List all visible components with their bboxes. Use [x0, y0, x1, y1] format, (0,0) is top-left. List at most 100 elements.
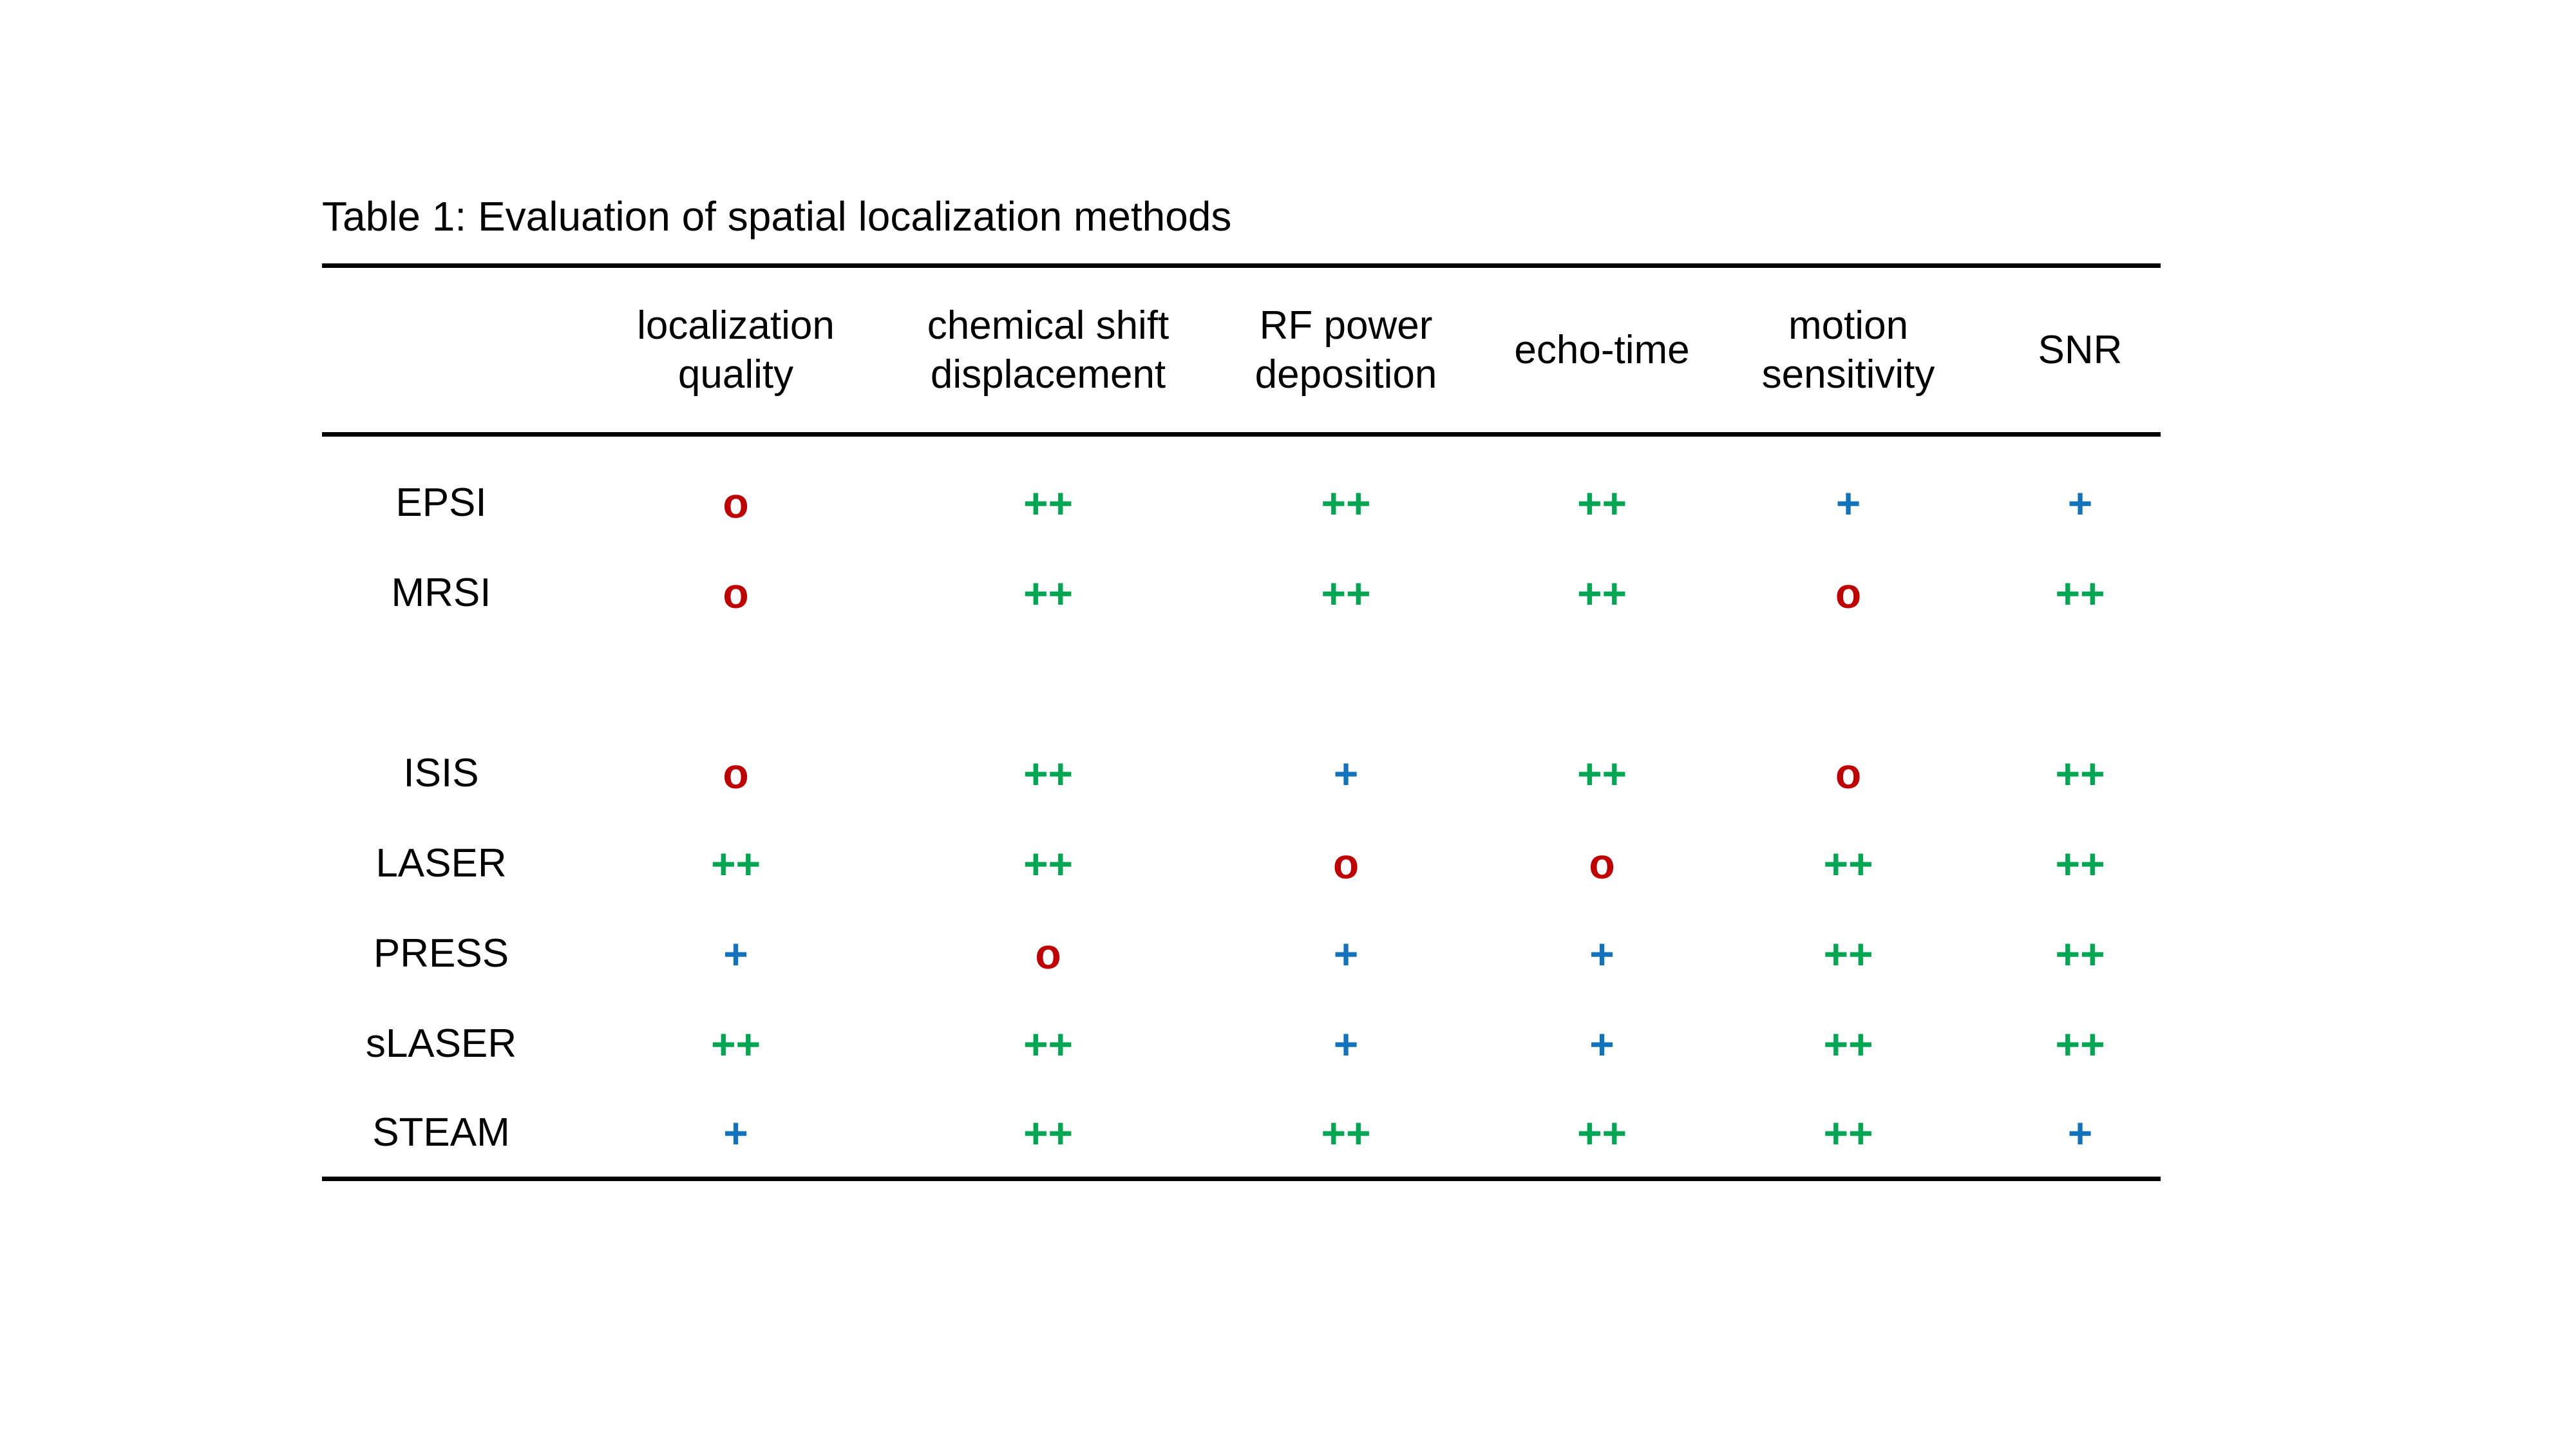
rating-symbol: ++: [1577, 1108, 1627, 1157]
row-label-laser: LASER: [375, 841, 507, 886]
rating-symbol: o: [1835, 749, 1862, 797]
column-header-motion-sensitivity: motion sensitivity: [1697, 265, 2000, 437]
rating-cell: [2000, 638, 2161, 728]
column-header-snr: SNR: [2000, 265, 2161, 437]
rating-cell: ++: [1507, 458, 1697, 548]
rating-cell: ++: [2000, 548, 2161, 638]
rating-symbol: +: [2067, 478, 2093, 527]
rating-cell: +: [2000, 458, 2161, 548]
rating-symbol: ++: [1577, 478, 1627, 527]
rating-cell: +: [1185, 999, 1507, 1089]
methods-table: localization quality chemical shift disp…: [322, 263, 2161, 1181]
row-label-press: PRESS: [373, 931, 509, 976]
rating-symbol: +: [1589, 1019, 1615, 1068]
rating-symbol: ++: [1577, 569, 1627, 617]
rating-cell: [1697, 638, 2000, 728]
rating-cell: o: [1507, 819, 1697, 909]
rating-cell: +: [1185, 728, 1507, 819]
row-label-mrsi: MRSI: [391, 571, 491, 615]
column-header-localization-quality: localization quality: [560, 265, 911, 437]
rating-symbol: ++: [710, 1019, 761, 1068]
rating-symbol: o: [723, 569, 749, 617]
rating-cell: ++: [560, 819, 911, 909]
rating-cell: ++: [1185, 458, 1507, 548]
rating-cell: o: [560, 728, 911, 819]
column-header-line: chemical shift: [927, 303, 1170, 348]
column-header-line: deposition: [1255, 352, 1437, 397]
row-label-isis: ISIS: [403, 751, 479, 795]
header-row: localization quality chemical shift disp…: [322, 265, 2161, 437]
rating-cell: o: [1185, 819, 1507, 909]
rating-cell: ++: [911, 728, 1185, 819]
rating-cell: +: [1507, 999, 1697, 1089]
rating-symbol: +: [2067, 1108, 2093, 1157]
rating-cell: ++: [911, 548, 1185, 638]
table-row-laser: LASER ++ ++ o o ++ ++: [322, 819, 2161, 909]
rating-cell: +: [2000, 1089, 2161, 1179]
rating-cell: [911, 638, 1185, 728]
rating-symbol: o: [1332, 839, 1359, 887]
rating-cell: ++: [1697, 1089, 2000, 1179]
rating-symbol: ++: [1023, 569, 1074, 617]
rating-cell: +: [560, 909, 911, 999]
column-header-echo-time: echo-time: [1507, 265, 1697, 437]
rating-cell: ++: [1185, 1089, 1507, 1179]
rating-symbol: ++: [2055, 1019, 2105, 1068]
rating-cell: ++: [1697, 819, 2000, 909]
column-header-line: motion: [1788, 303, 1909, 348]
column-header-line: localization: [637, 303, 835, 348]
rating-symbol: ++: [2055, 929, 2105, 978]
rating-symbol: +: [723, 929, 748, 978]
column-header-line: quality: [677, 352, 794, 397]
rating-symbol: +: [1333, 749, 1359, 797]
rating-symbol: ++: [1321, 478, 1371, 527]
rating-cell: +: [1185, 909, 1507, 999]
rating-symbol: ++: [2055, 749, 2105, 797]
rating-cell: ++: [1697, 999, 2000, 1089]
rating-symbol: +: [1333, 929, 1359, 978]
rating-symbol: +: [723, 1108, 748, 1157]
row-label-steam: STEAM: [372, 1110, 510, 1155]
column-header-chemical-shift-displacement: chemical shift displacement: [911, 265, 1185, 437]
table-row-press: PRESS + o + + ++ ++: [322, 909, 2161, 999]
rating-cell: o: [1697, 548, 2000, 638]
rating-symbol: +: [1333, 1019, 1359, 1068]
rating-cell: [1507, 638, 1697, 728]
rating-symbol: ++: [1321, 1108, 1371, 1157]
row-label-slaser: sLASER: [365, 1021, 517, 1066]
rating-symbol: o: [1035, 929, 1061, 978]
rating-cell: ++: [2000, 999, 2161, 1089]
rating-cell: [1185, 638, 1507, 728]
rating-cell: ++: [1507, 548, 1697, 638]
rating-cell: [560, 638, 911, 728]
column-header-line: echo-time: [1514, 327, 1690, 372]
rating-symbol: ++: [1321, 569, 1371, 617]
rating-cell: +: [560, 1089, 911, 1179]
rating-cell: ++: [911, 1089, 1185, 1179]
rating-cell: ++: [2000, 819, 2161, 909]
column-header-line: SNR: [2038, 327, 2123, 372]
rating-symbol: ++: [1023, 749, 1074, 797]
rating-cell: ++: [2000, 909, 2161, 999]
rating-symbol: ++: [1023, 478, 1074, 527]
rating-symbol: ++: [1823, 839, 1873, 887]
table-row-steam: STEAM + ++ ++ ++ ++ +: [322, 1089, 2161, 1179]
column-header-rf-power-deposition: RF power deposition: [1185, 265, 1507, 437]
rating-symbol: ++: [2055, 839, 2105, 887]
rating-symbol: o: [1835, 569, 1862, 617]
row-label-epsi: EPSI: [395, 480, 487, 525]
rating-symbol: +: [1835, 478, 1861, 527]
rating-cell: ++: [911, 819, 1185, 909]
table-row-epsi: EPSI o ++ ++ ++ + +: [322, 458, 2161, 548]
rating-cell: +: [1697, 458, 2000, 548]
rating-symbol: o: [723, 478, 749, 527]
rating-symbol: o: [1589, 839, 1615, 887]
rating-cell: +: [1507, 909, 1697, 999]
rating-cell: ++: [911, 458, 1185, 548]
spacer-row: [322, 435, 2161, 458]
rating-cell: ++: [911, 999, 1185, 1089]
rating-symbol: ++: [1023, 1108, 1074, 1157]
table-row-blank: [322, 638, 2161, 728]
rating-symbol: ++: [1023, 839, 1074, 887]
